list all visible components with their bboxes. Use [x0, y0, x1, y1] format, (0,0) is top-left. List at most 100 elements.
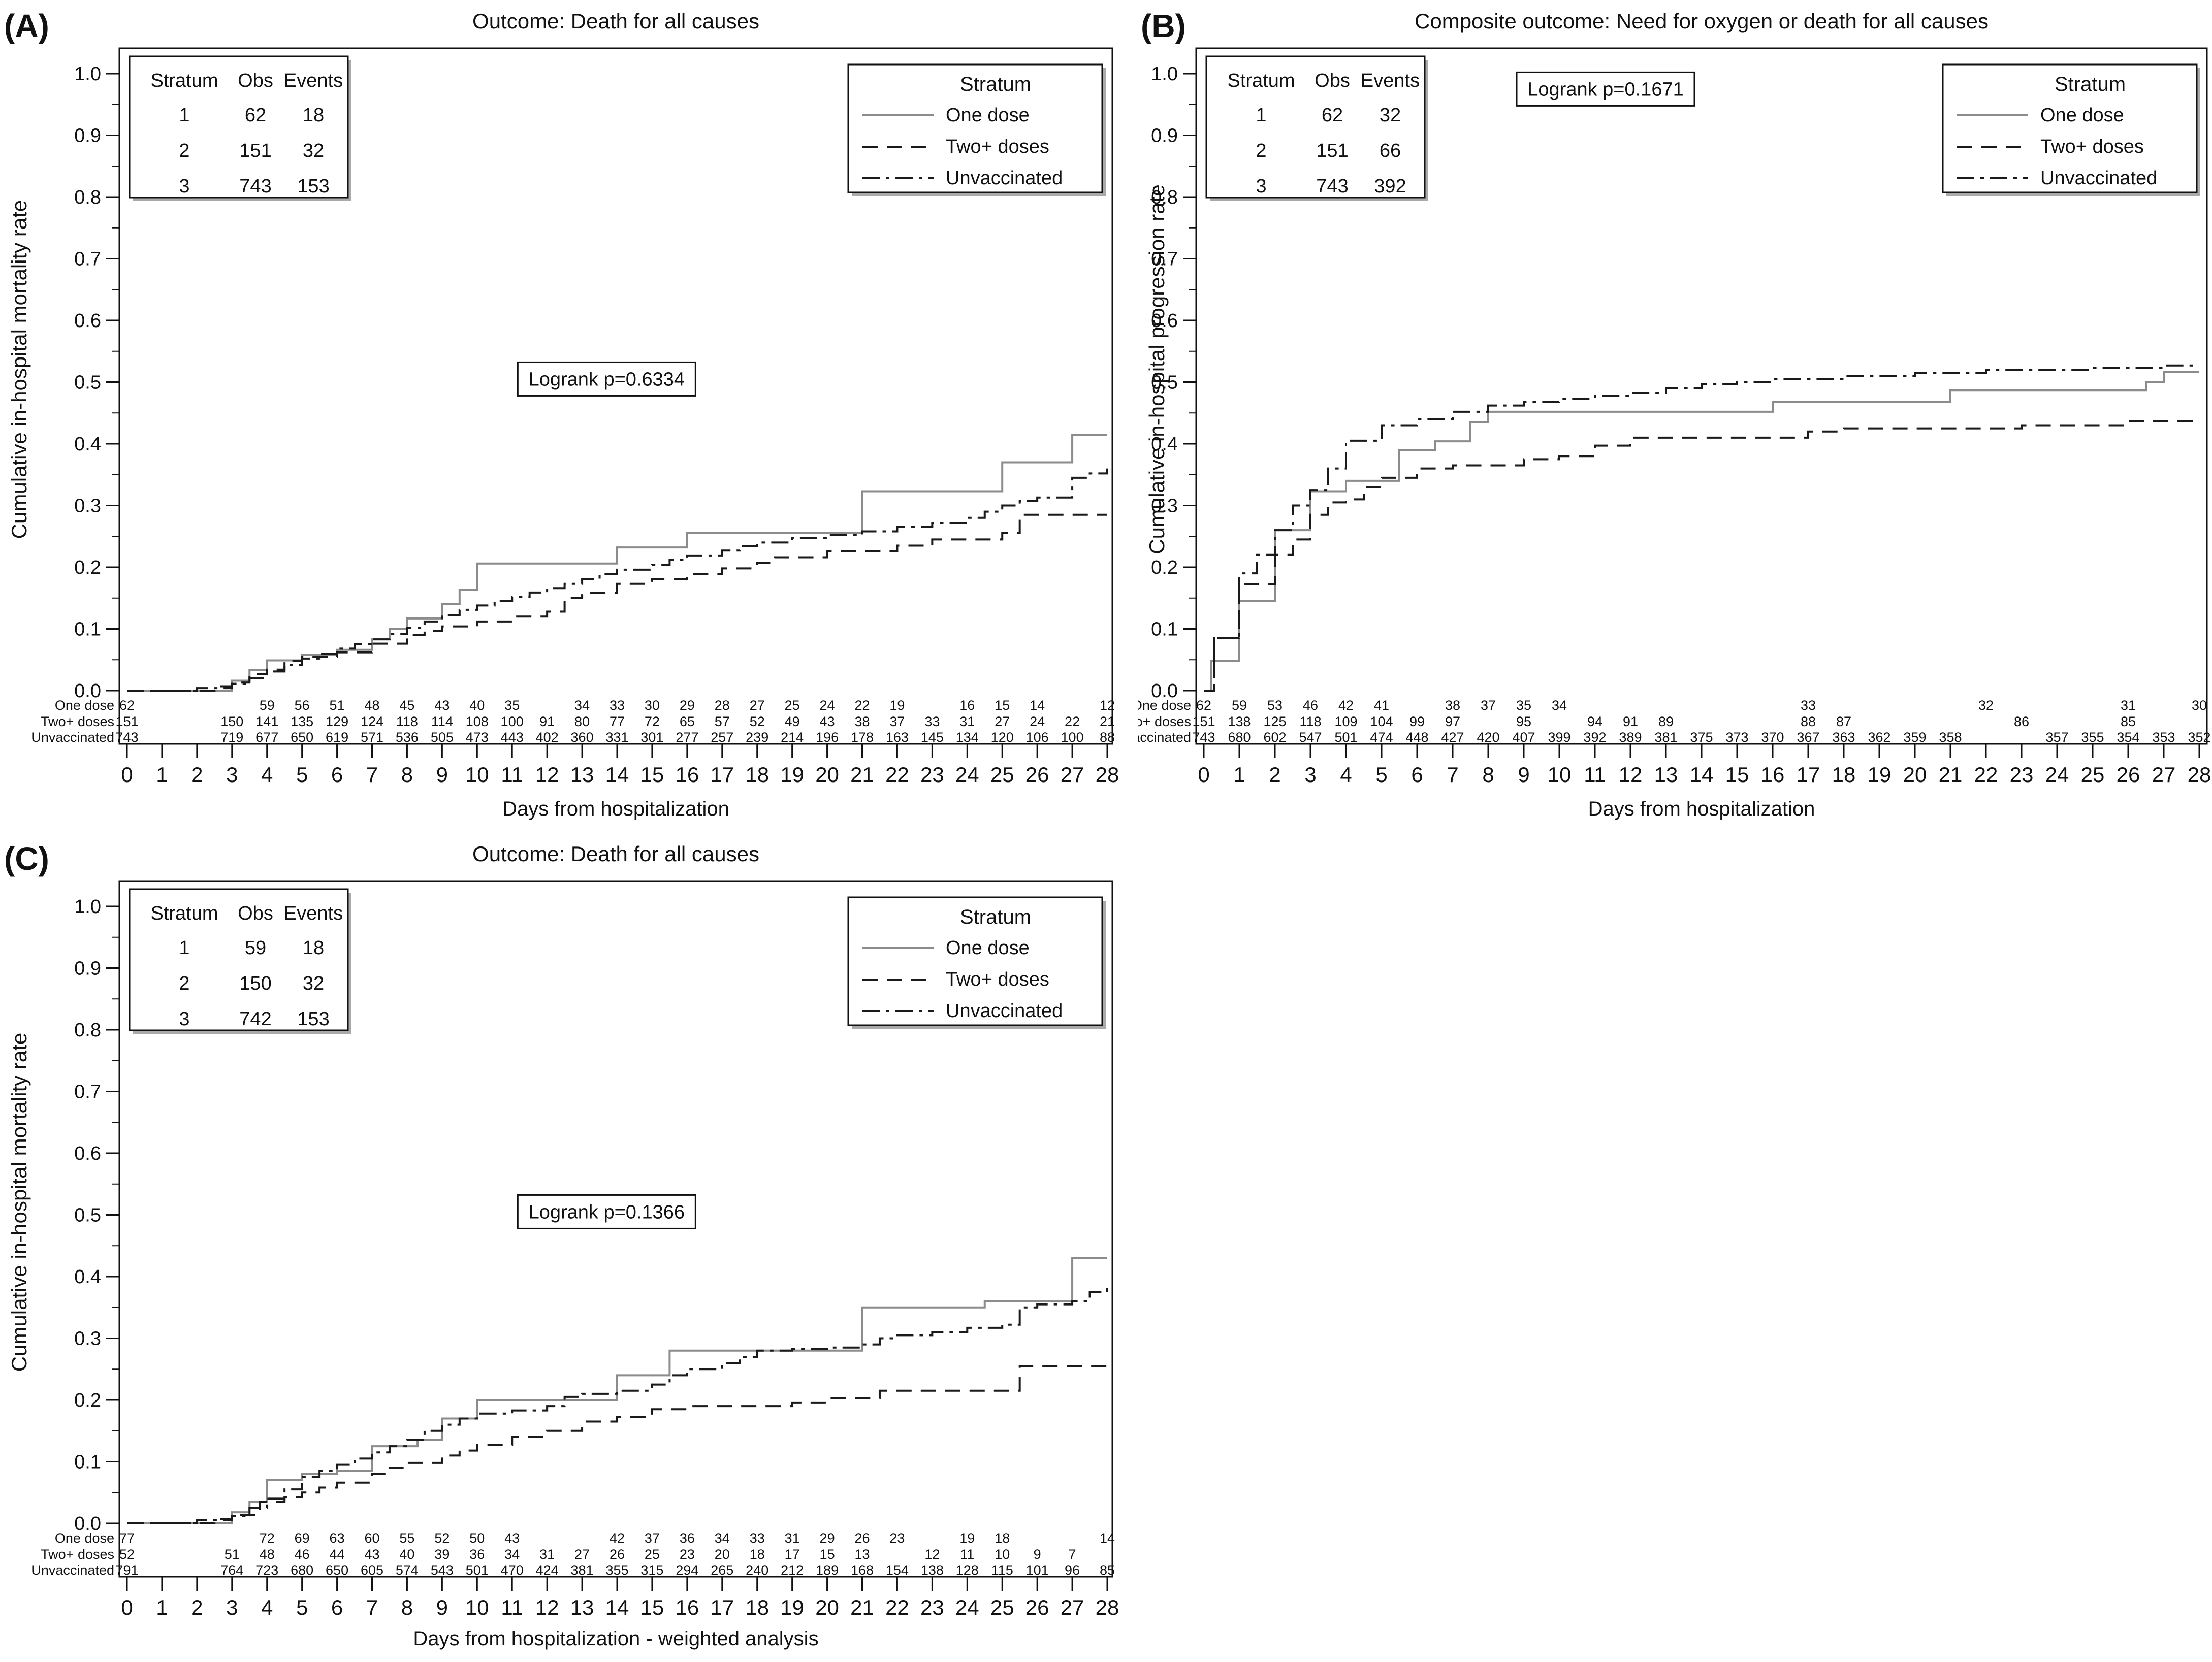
y-tick-label: 1.0 — [74, 896, 101, 918]
at-risk-value: 650 — [326, 1562, 348, 1578]
legend-title: Stratum — [2055, 73, 2126, 95]
y-tick-label: 0.0 — [74, 680, 101, 702]
x-tick-label: 25 — [990, 763, 1014, 787]
at-risk-value: 9 — [1034, 1547, 1041, 1562]
axes: 0.00.10.20.30.40.50.60.70.80.91.00 1 2 3 4 5 6… — [1145, 47, 2211, 820]
at-risk-value: 38 — [854, 714, 870, 729]
legend-entry-label: One dose — [946, 937, 1030, 959]
x-tick-label: 13 — [570, 763, 594, 787]
logrank-box: Logrank p=0.1671 — [1516, 71, 1695, 107]
x-tick-label: 0 — [1198, 763, 1209, 787]
at-risk-value: 151 — [1192, 714, 1215, 729]
x-tick-label: 1 — [1233, 763, 1245, 787]
at-risk-value: 240 — [746, 1562, 768, 1578]
at-risk-value: 35 — [504, 698, 520, 713]
x-tick-label: 12 — [535, 1595, 559, 1619]
y-tick-label: 0.6 — [74, 1143, 101, 1164]
y-tick-label: 0.6 — [1151, 310, 1178, 332]
at-risk-value: 30 — [2192, 698, 2207, 713]
legend-entry-label: Unvaccinated — [2040, 168, 2157, 189]
x-tick-label: 13 — [570, 1595, 594, 1619]
at-risk-value: 48 — [260, 1547, 275, 1562]
svg-text:1: 1 — [179, 937, 189, 959]
x-tick-label: 8 — [1482, 763, 1494, 787]
at-risk-value: 31 — [539, 1547, 555, 1562]
at-risk-value: 32 — [1978, 698, 1994, 713]
y-tick-label: 0.4 — [1151, 434, 1178, 455]
at-risk-row-label: Two+ doses — [41, 1547, 114, 1562]
at-risk-value: 95 — [1516, 714, 1531, 729]
at-risk-value: 44 — [330, 1547, 345, 1562]
at-risk-value: 38 — [1445, 698, 1460, 713]
at-risk-row-label: Two+ doses — [1138, 714, 1191, 729]
at-risk-value: 24 — [1030, 714, 1045, 729]
at-risk-value: 89 — [1658, 714, 1674, 729]
y-tick-label: 0.6 — [74, 310, 101, 332]
x-tick-label: 17 — [710, 1595, 734, 1619]
x-tick-label: 15 — [1725, 763, 1749, 787]
y-tick-label: 0.9 — [74, 125, 101, 147]
at-risk-row-label: One dose — [55, 698, 114, 713]
at-risk-value: 381 — [571, 1562, 594, 1578]
at-risk-value: 33 — [924, 714, 940, 729]
svg-text:Events: Events — [284, 70, 343, 91]
panel-b: 0.0 0.1 0.2 0.3 0.4 0.5 0.6 0.7 0.8 0.9 1.0 0 1 2 3 4 5 6… — [1138, 0, 2212, 833]
at-risk-value: 370 — [1761, 730, 1784, 745]
y-tick-label: 0.5 — [1151, 372, 1178, 394]
at-risk-value: 42 — [610, 1530, 625, 1546]
at-risk-table: One dose 62 59 53 46 42 41 38 37 35 34 33 32 31 30 Two+… — [1138, 698, 2211, 745]
at-risk-value: 355 — [605, 1562, 628, 1578]
at-risk-value: 23 — [889, 1530, 905, 1546]
km-curve-unvaccinated — [127, 468, 1108, 692]
y-tick-label: 0.8 — [74, 187, 101, 208]
at-risk-value: 39 — [434, 1547, 450, 1562]
at-risk-value: 448 — [1405, 730, 1428, 745]
y-tick-label: 0.0 — [1151, 680, 1178, 702]
at-risk-value: 36 — [680, 1530, 695, 1546]
legend-entry-label: Unvaccinated — [946, 168, 1063, 189]
at-risk-value: 12 — [1100, 698, 1115, 713]
svg-text:153: 153 — [297, 1008, 329, 1030]
x-tick-label: 5 — [296, 763, 308, 787]
svg-text:151: 151 — [1316, 140, 1348, 161]
at-risk-value: 470 — [501, 1562, 524, 1578]
x-tick-label: 20 — [1903, 763, 1927, 787]
at-risk-value: 101 — [1026, 1562, 1049, 1578]
x-tick-label: 0 — [121, 1595, 133, 1619]
at-risk-value: 719 — [220, 730, 243, 745]
svg-text:Obs: Obs — [1315, 70, 1350, 91]
at-risk-value: 501 — [1334, 730, 1357, 745]
x-tick-label: 24 — [955, 1595, 979, 1619]
at-risk-value: 363 — [1832, 730, 1855, 745]
y-tick-label: 0.5 — [74, 372, 101, 394]
at-risk-value: 36 — [469, 1547, 485, 1562]
at-risk-value: 21 — [1100, 714, 1115, 729]
at-risk-value: 27 — [574, 1547, 590, 1562]
x-tick-label: 21 — [1939, 763, 1963, 787]
at-risk-value: 743 — [1192, 730, 1215, 745]
at-risk-value: 543 — [431, 1562, 454, 1578]
at-risk-value: 96 — [1065, 1562, 1080, 1578]
at-risk-value: 352 — [2188, 730, 2210, 745]
x-tick-label: 6 — [331, 763, 343, 787]
logrank-box: Logrank p=0.1366 — [517, 1194, 696, 1229]
at-risk-value: 19 — [959, 1530, 975, 1546]
at-risk-value: 43 — [820, 714, 835, 729]
x-tick-label: 4 — [1340, 763, 1352, 787]
svg-text:Events: Events — [1361, 70, 1420, 91]
x-tick-label: 4 — [261, 763, 273, 787]
at-risk-value: 420 — [1477, 730, 1499, 745]
legend: Stratum One dose Two+ doses Unvaccinated — [847, 63, 1106, 196]
x-tick-label: 18 — [745, 763, 769, 787]
y-tick-label: 1.0 — [74, 63, 101, 85]
at-risk-value: 46 — [1303, 698, 1318, 713]
x-tick-label: 21 — [850, 1595, 874, 1619]
at-risk-value: 355 — [2081, 730, 2104, 745]
panel-a-label: (A) — [4, 8, 49, 44]
at-risk-value: 85 — [2121, 714, 2136, 729]
x-tick-label: 16 — [675, 1595, 699, 1619]
at-risk-value: 27 — [995, 714, 1010, 729]
at-risk-value: 15 — [820, 1547, 835, 1562]
at-risk-value: 27 — [750, 698, 765, 713]
svg-text:743: 743 — [239, 176, 271, 197]
